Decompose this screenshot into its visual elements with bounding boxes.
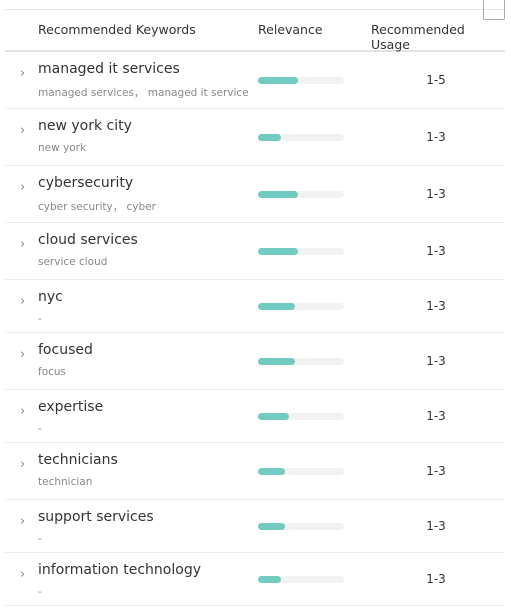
synonyms: technician: [38, 476, 93, 488]
synonyms: -: [38, 313, 42, 325]
keyword-row[interactable]: › technicians technician 1-3: [5, 443, 505, 500]
relevance-bar: [258, 76, 299, 84]
relevance-track: [258, 467, 344, 475]
relevance-track: [258, 76, 344, 84]
synonyms: new york: [38, 142, 87, 154]
keyword-row[interactable]: › focused focus 1-3: [5, 333, 505, 390]
expand-chevron[interactable]: ›: [20, 404, 26, 419]
relevance-bar: [258, 357, 295, 365]
synonyms: managed services， managed it service: [38, 87, 249, 99]
relevance-bar: [258, 575, 282, 583]
keyword: nyc: [38, 289, 63, 305]
expand-chevron[interactable]: ›: [20, 294, 26, 309]
synonyms: cyber security， cyber: [38, 201, 156, 213]
header-cell: Recommended Usage: [371, 22, 465, 52]
keyword: managed it services: [38, 61, 180, 77]
header-cell: Relevance: [258, 22, 323, 37]
relevance-bar: [258, 302, 295, 310]
table-header: Recommended Keywords Relevance Recommend…: [5, 10, 505, 52]
expand-chevron[interactable]: ›: [20, 514, 26, 529]
expand-chevron[interactable]: ›: [20, 123, 26, 138]
keyword: cybersecurity: [38, 175, 134, 191]
relevance-bar: [258, 133, 282, 141]
keyword-row[interactable]: › information technology - 1-3: [5, 553, 505, 606]
relevance-track: [258, 133, 344, 141]
usage: 1-3: [426, 353, 446, 368]
synonyms: -: [38, 423, 42, 435]
expand-chevron[interactable]: ›: [20, 347, 26, 362]
keyword-row[interactable]: › expertise - 1-3: [5, 390, 505, 443]
keyword: new york city: [38, 118, 132, 134]
header-cell: Recommended Keywords: [38, 22, 196, 37]
relevance-track: [258, 190, 344, 198]
keyword-row[interactable]: › support services - 1-3: [5, 500, 505, 553]
relevance-track: [258, 302, 344, 310]
usage: 1-3: [426, 408, 446, 423]
relevance-track: [258, 247, 344, 255]
table-body: › managed it services managed services， ma…: [5, 52, 505, 606]
keyword: cloud services: [38, 232, 138, 248]
keyword: focused: [38, 342, 93, 358]
relevance-track: [258, 412, 344, 420]
synonyms: focus: [38, 366, 67, 378]
usage: 1-3: [426, 186, 446, 201]
expand-chevron[interactable]: ›: [20, 66, 26, 81]
relevance-track: [258, 575, 344, 583]
relevance-bar: [258, 522, 285, 530]
keyword-row[interactable]: › cybersecurity cyber security， cyber 1-3: [5, 166, 505, 223]
usage: 1-3: [426, 243, 446, 258]
keyword-row[interactable]: › managed it services managed services， ma…: [5, 52, 505, 109]
keyword: information technology: [38, 562, 201, 578]
usage: 1-3: [426, 518, 446, 533]
relevance-track: [258, 522, 344, 530]
usage: 1-3: [426, 129, 446, 144]
usage: 1-3: [426, 463, 446, 478]
expand-chevron[interactable]: ›: [20, 180, 26, 195]
relevance-bar: [258, 190, 299, 198]
relevance-bar: [258, 247, 299, 255]
synonyms: service cloud: [38, 256, 108, 268]
expand-chevron[interactable]: ›: [20, 237, 26, 252]
relevance-bar: [258, 467, 285, 475]
relevance-track: [258, 357, 344, 365]
synonyms: -: [38, 586, 42, 598]
export-button[interactable]: [483, 0, 505, 20]
keyword-row[interactable]: › new york city new york 1-3: [5, 109, 505, 166]
keyword: technicians: [38, 452, 118, 468]
synonyms: -: [38, 533, 42, 545]
usage: 1-3: [426, 298, 446, 313]
usage: 1-5: [426, 72, 446, 87]
expand-chevron[interactable]: ›: [20, 457, 26, 472]
keyword-row[interactable]: › cloud services service cloud 1-3: [5, 223, 505, 280]
keyword: support services: [38, 509, 154, 525]
usage: 1-3: [426, 571, 446, 586]
keyword-row[interactable]: › nyc - 1-3: [5, 280, 505, 333]
keyword-table: Recommended Keywords Relevance Recommend…: [5, 0, 505, 606]
keyword: expertise: [38, 399, 104, 415]
expand-chevron[interactable]: ›: [20, 567, 26, 582]
relevance-bar: [258, 412, 289, 420]
